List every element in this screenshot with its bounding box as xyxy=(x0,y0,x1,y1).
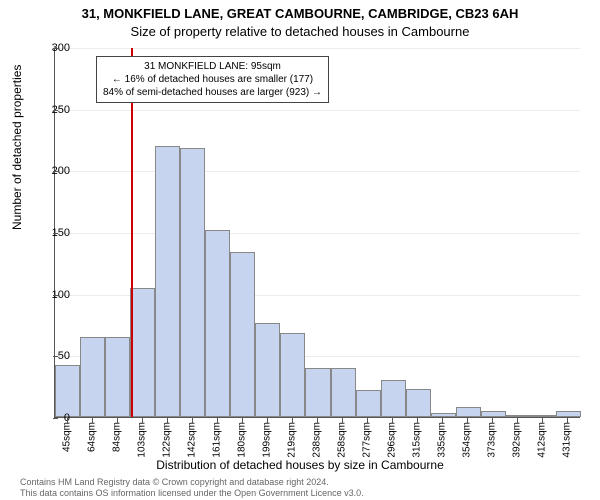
x-tick-mark xyxy=(417,418,418,423)
annotation-line2: ← 16% of detached houses are smaller (17… xyxy=(103,73,322,86)
histogram-bar xyxy=(431,413,456,417)
x-tick-label: 431sqm xyxy=(562,422,573,458)
x-tick-mark xyxy=(542,418,543,423)
plot-area xyxy=(54,48,580,418)
x-tick-label: 219sqm xyxy=(286,422,297,458)
histogram-bar xyxy=(506,415,531,417)
x-tick-mark xyxy=(192,418,193,423)
gridline xyxy=(55,110,580,111)
x-tick-label: 45sqm xyxy=(61,422,72,452)
y-tick-label: 50 xyxy=(30,350,70,362)
y-tick-label: 150 xyxy=(30,227,70,239)
annotation-line3: 84% of semi-detached houses are larger (… xyxy=(103,86,322,99)
y-tick-mark xyxy=(53,110,58,111)
address-title: 31, MONKFIELD LANE, GREAT CAMBOURNE, CAM… xyxy=(0,6,600,21)
x-tick-mark xyxy=(242,418,243,423)
x-tick-label: 315sqm xyxy=(412,422,423,458)
x-tick-label: 103sqm xyxy=(136,422,147,458)
histogram-bar xyxy=(381,380,406,417)
histogram-bar xyxy=(531,415,556,417)
x-tick-label: 180sqm xyxy=(236,422,247,458)
y-tick-label: 200 xyxy=(30,165,70,177)
x-axis-label: Distribution of detached houses by size … xyxy=(0,458,600,472)
x-tick-label: 122sqm xyxy=(161,422,172,458)
histogram-bar xyxy=(331,368,356,417)
y-tick-mark xyxy=(53,356,58,357)
x-tick-label: 64sqm xyxy=(86,422,97,452)
y-tick-label: 100 xyxy=(30,289,70,301)
x-tick-label: 296sqm xyxy=(387,422,398,458)
subtitle: Size of property relative to detached ho… xyxy=(0,24,600,39)
x-tick-label: 392sqm xyxy=(512,422,523,458)
x-tick-mark xyxy=(117,418,118,423)
histogram-bar xyxy=(180,148,205,417)
x-tick-mark xyxy=(392,418,393,423)
histogram-bar xyxy=(105,337,130,417)
x-tick-mark xyxy=(217,418,218,423)
x-tick-mark xyxy=(492,418,493,423)
x-tick-mark xyxy=(167,418,168,423)
y-tick-label: 300 xyxy=(30,42,70,54)
histogram-bar xyxy=(305,368,330,417)
histogram-bar xyxy=(205,230,230,417)
y-tick-label: 250 xyxy=(30,104,70,116)
x-tick-label: 373sqm xyxy=(487,422,498,458)
x-tick-label: 84sqm xyxy=(111,422,122,452)
x-tick-label: 412sqm xyxy=(537,422,548,458)
y-tick-mark xyxy=(53,48,58,49)
x-tick-label: 258sqm xyxy=(337,422,348,458)
x-tick-label: 238sqm xyxy=(312,422,323,458)
gridline xyxy=(55,48,580,49)
histogram-bar xyxy=(280,333,305,417)
chart-container: 31, MONKFIELD LANE, GREAT CAMBOURNE, CAM… xyxy=(0,0,600,500)
histogram-bar xyxy=(406,389,431,417)
x-tick-label: 142sqm xyxy=(186,422,197,458)
x-tick-mark xyxy=(442,418,443,423)
x-tick-mark xyxy=(517,418,518,423)
x-tick-mark xyxy=(467,418,468,423)
x-tick-mark xyxy=(317,418,318,423)
histogram-bar xyxy=(230,252,255,417)
histogram-bar xyxy=(356,390,381,417)
footer-text: Contains HM Land Registry data © Crown c… xyxy=(20,477,364,499)
x-tick-mark xyxy=(67,418,68,423)
histogram-bar xyxy=(456,407,481,417)
histogram-bar xyxy=(80,337,105,417)
x-tick-mark xyxy=(367,418,368,423)
x-tick-label: 161sqm xyxy=(211,422,222,458)
x-tick-mark xyxy=(142,418,143,423)
annotation-box: 31 MONKFIELD LANE: 95sqm ← 16% of detach… xyxy=(96,56,329,103)
y-tick-mark xyxy=(53,233,58,234)
x-tick-mark xyxy=(567,418,568,423)
histogram-bar xyxy=(556,411,581,417)
y-tick-mark xyxy=(53,171,58,172)
histogram-bar xyxy=(55,365,80,417)
x-tick-label: 199sqm xyxy=(261,422,272,458)
footer-line1: Contains HM Land Registry data © Crown c… xyxy=(20,477,364,488)
x-tick-label: 335sqm xyxy=(437,422,448,458)
x-tick-label: 277sqm xyxy=(362,422,373,458)
x-tick-label: 354sqm xyxy=(462,422,473,458)
property-marker-line xyxy=(131,48,133,417)
histogram-bar xyxy=(481,411,506,417)
annotation-line1: 31 MONKFIELD LANE: 95sqm xyxy=(103,60,322,73)
histogram-bar xyxy=(155,146,180,417)
histogram-bar xyxy=(130,288,155,418)
x-tick-mark xyxy=(342,418,343,423)
x-tick-mark xyxy=(267,418,268,423)
y-tick-mark xyxy=(53,418,58,419)
x-tick-mark xyxy=(92,418,93,423)
histogram-bar xyxy=(255,323,280,417)
gridline xyxy=(55,233,580,234)
gridline xyxy=(55,171,580,172)
footer-line2: This data contains OS information licens… xyxy=(20,488,364,499)
y-axis-label: Number of detached properties xyxy=(10,65,24,230)
x-tick-mark xyxy=(292,418,293,423)
y-tick-mark xyxy=(53,295,58,296)
